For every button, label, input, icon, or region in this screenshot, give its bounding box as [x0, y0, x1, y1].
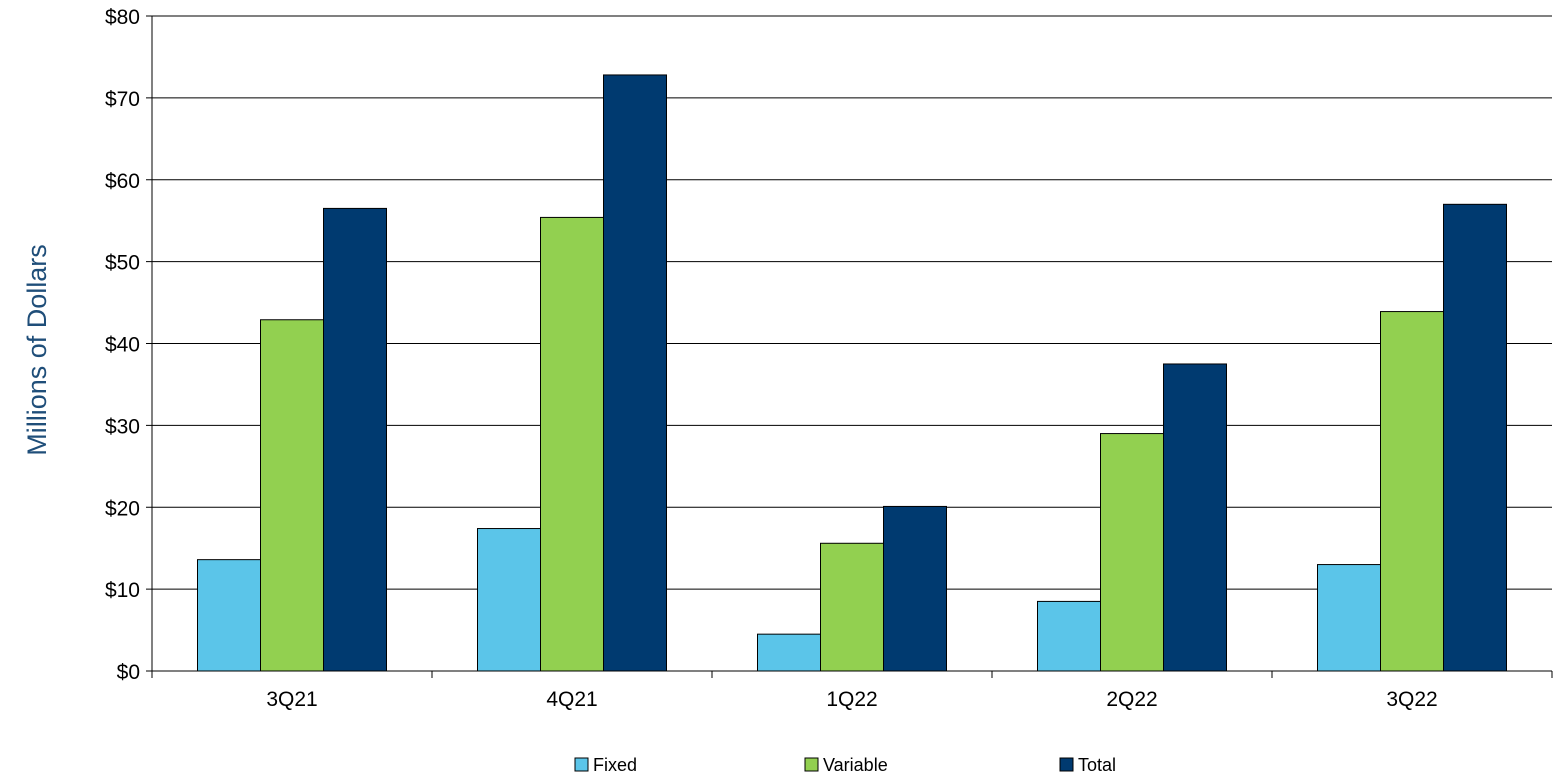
x-tick-label: 4Q21: [546, 688, 597, 711]
bars: [197, 74, 1507, 672]
bar-fixed-3q22: [1317, 564, 1381, 672]
legend-label: Fixed: [593, 755, 637, 775]
x-tick-label: 2Q22: [1106, 688, 1157, 711]
bar-total-2q22: [1163, 363, 1227, 672]
y-tick-label: $0: [117, 661, 140, 684]
y-tick-label: $40: [105, 334, 140, 357]
bar-variable-3q22: [1380, 311, 1444, 672]
y-tick-label: $10: [105, 579, 140, 602]
bar-total-3q22: [1443, 203, 1507, 672]
x-tick-label: 1Q22: [826, 688, 877, 711]
legend-item-fixed: Fixed: [574, 755, 637, 775]
legend-swatch: [804, 757, 819, 772]
bar-fixed-1q22: [757, 633, 821, 672]
y-tick-label: $30: [105, 415, 140, 438]
axes: [146, 15, 1553, 678]
bar-total-3q21: [323, 207, 387, 672]
y-tick-label: $20: [105, 497, 140, 520]
legend-label: Total: [1078, 755, 1116, 775]
y-axis-title: Millions of Dollars: [22, 244, 52, 456]
bar-fixed-3q21: [197, 559, 261, 672]
legend-label: Variable: [823, 755, 888, 775]
bar-variable-3q21: [260, 319, 324, 672]
y-tick-label: $60: [105, 170, 140, 193]
bar-variable-2q22: [1100, 433, 1164, 672]
legend: Fixed Variable Total: [574, 755, 1116, 775]
bar-total-4q21: [603, 74, 667, 672]
bar-fixed-2q22: [1037, 600, 1101, 672]
y-tick-label: $80: [105, 6, 140, 29]
bar-variable-1q22: [820, 542, 884, 672]
y-tick-label: $50: [105, 252, 140, 275]
y-tick-label: $70: [105, 88, 140, 111]
legend-item-variable: Variable: [804, 755, 888, 775]
x-tick-label: 3Q22: [1386, 688, 1437, 711]
x-tick-labels: 3Q21 4Q21 1Q22 2Q22 3Q22: [266, 688, 1437, 711]
legend-swatch: [574, 757, 589, 772]
bar-variable-4q21: [540, 216, 604, 672]
bar-total-1q22: [883, 505, 947, 672]
legend-swatch: [1059, 757, 1074, 772]
x-tick-label: 3Q21: [266, 688, 317, 711]
bar-fixed-4q21: [477, 528, 541, 672]
y-tick-labels: $0 $10 $20 $30 $40 $50 $60 $70 $80: [105, 6, 140, 684]
legend-item-total: Total: [1059, 755, 1116, 775]
